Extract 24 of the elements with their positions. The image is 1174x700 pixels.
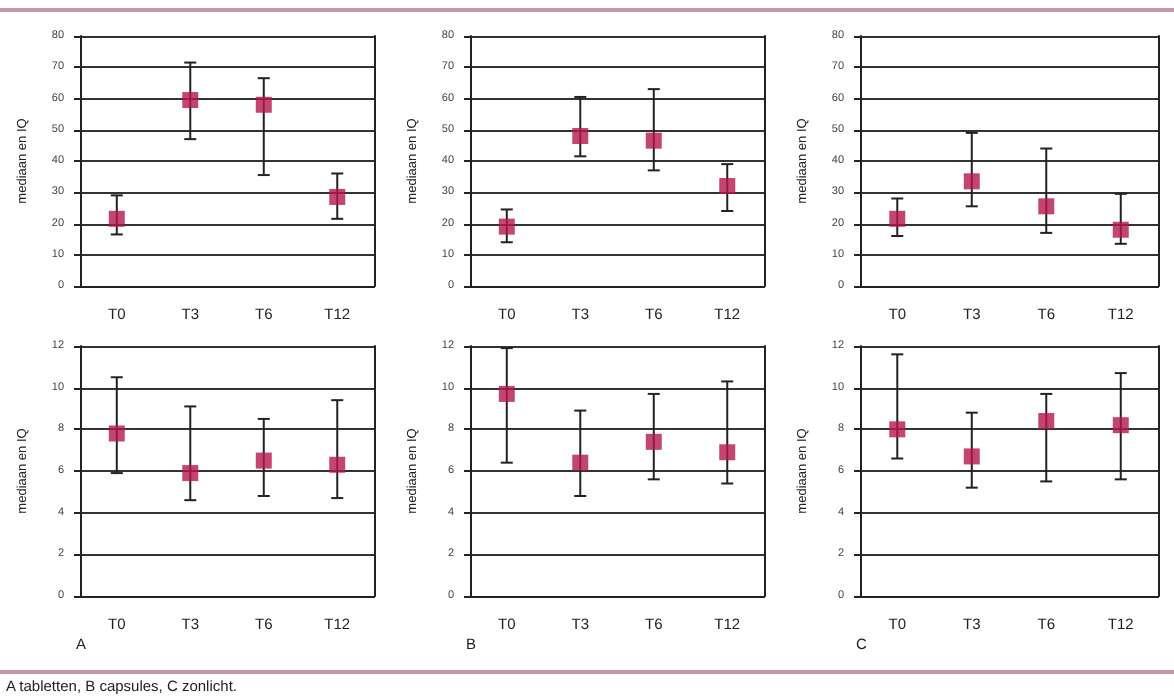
- point: [329, 188, 346, 205]
- point: [572, 454, 589, 471]
- point: [645, 433, 662, 450]
- point: [108, 210, 125, 227]
- point: [963, 448, 980, 465]
- point: [889, 210, 906, 227]
- point: [255, 96, 272, 113]
- point: [498, 218, 515, 235]
- point: [108, 425, 125, 442]
- point: [182, 92, 199, 109]
- point: [719, 444, 736, 461]
- point: [1038, 198, 1055, 215]
- point: [1038, 413, 1055, 429]
- point: [572, 128, 589, 144]
- point: [329, 456, 346, 473]
- point: [1112, 417, 1129, 434]
- point: [255, 452, 272, 469]
- point: [719, 178, 736, 194]
- point: [498, 385, 515, 402]
- point: [889, 421, 906, 438]
- point: [1112, 221, 1129, 238]
- point: [182, 465, 199, 482]
- point: [963, 173, 980, 190]
- point: [645, 132, 662, 149]
